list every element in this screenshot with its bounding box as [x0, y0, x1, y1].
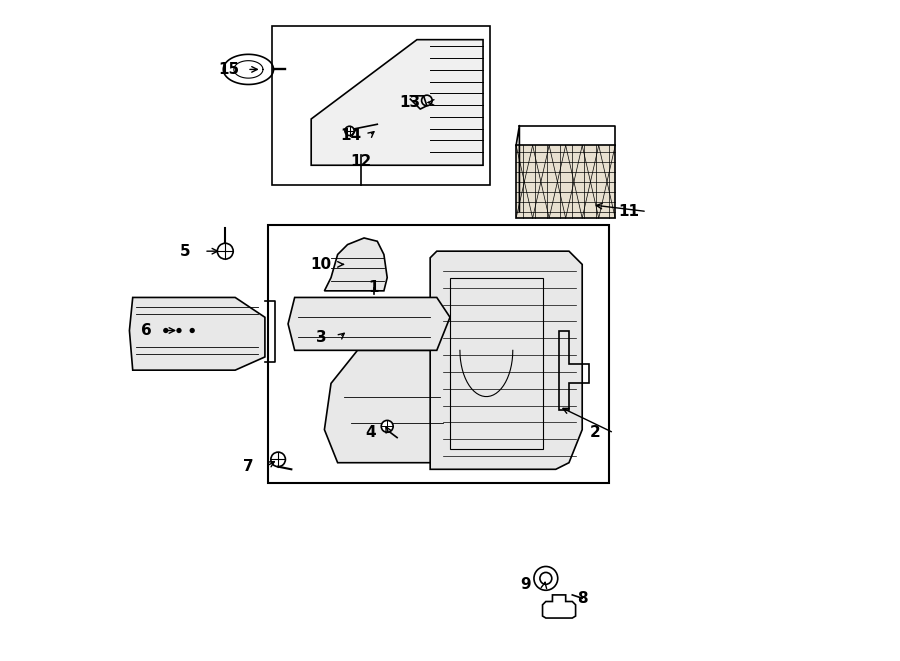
Text: 15: 15 — [218, 62, 239, 77]
Polygon shape — [516, 145, 616, 218]
Polygon shape — [288, 297, 450, 350]
Circle shape — [176, 328, 182, 333]
Polygon shape — [324, 238, 387, 291]
Text: 11: 11 — [618, 204, 639, 219]
Circle shape — [345, 126, 355, 136]
Polygon shape — [130, 297, 265, 370]
Text: 9: 9 — [521, 578, 531, 592]
Text: 5: 5 — [180, 244, 191, 258]
Text: 7: 7 — [243, 459, 254, 473]
Circle shape — [217, 243, 233, 259]
Text: 1: 1 — [369, 280, 379, 295]
Text: 12: 12 — [350, 155, 372, 169]
Polygon shape — [543, 595, 576, 618]
Text: 4: 4 — [365, 426, 376, 440]
Text: 6: 6 — [140, 323, 151, 338]
Circle shape — [382, 420, 393, 432]
Circle shape — [163, 328, 168, 333]
Text: 2: 2 — [590, 426, 601, 440]
Polygon shape — [311, 40, 483, 165]
Text: 8: 8 — [577, 591, 588, 605]
Text: 3: 3 — [316, 330, 327, 344]
Polygon shape — [430, 251, 582, 469]
Circle shape — [271, 452, 285, 467]
Polygon shape — [324, 350, 456, 463]
Circle shape — [534, 566, 558, 590]
Circle shape — [190, 328, 195, 333]
Text: 14: 14 — [340, 128, 362, 143]
Text: 13: 13 — [400, 95, 421, 110]
Text: 10: 10 — [310, 257, 332, 272]
